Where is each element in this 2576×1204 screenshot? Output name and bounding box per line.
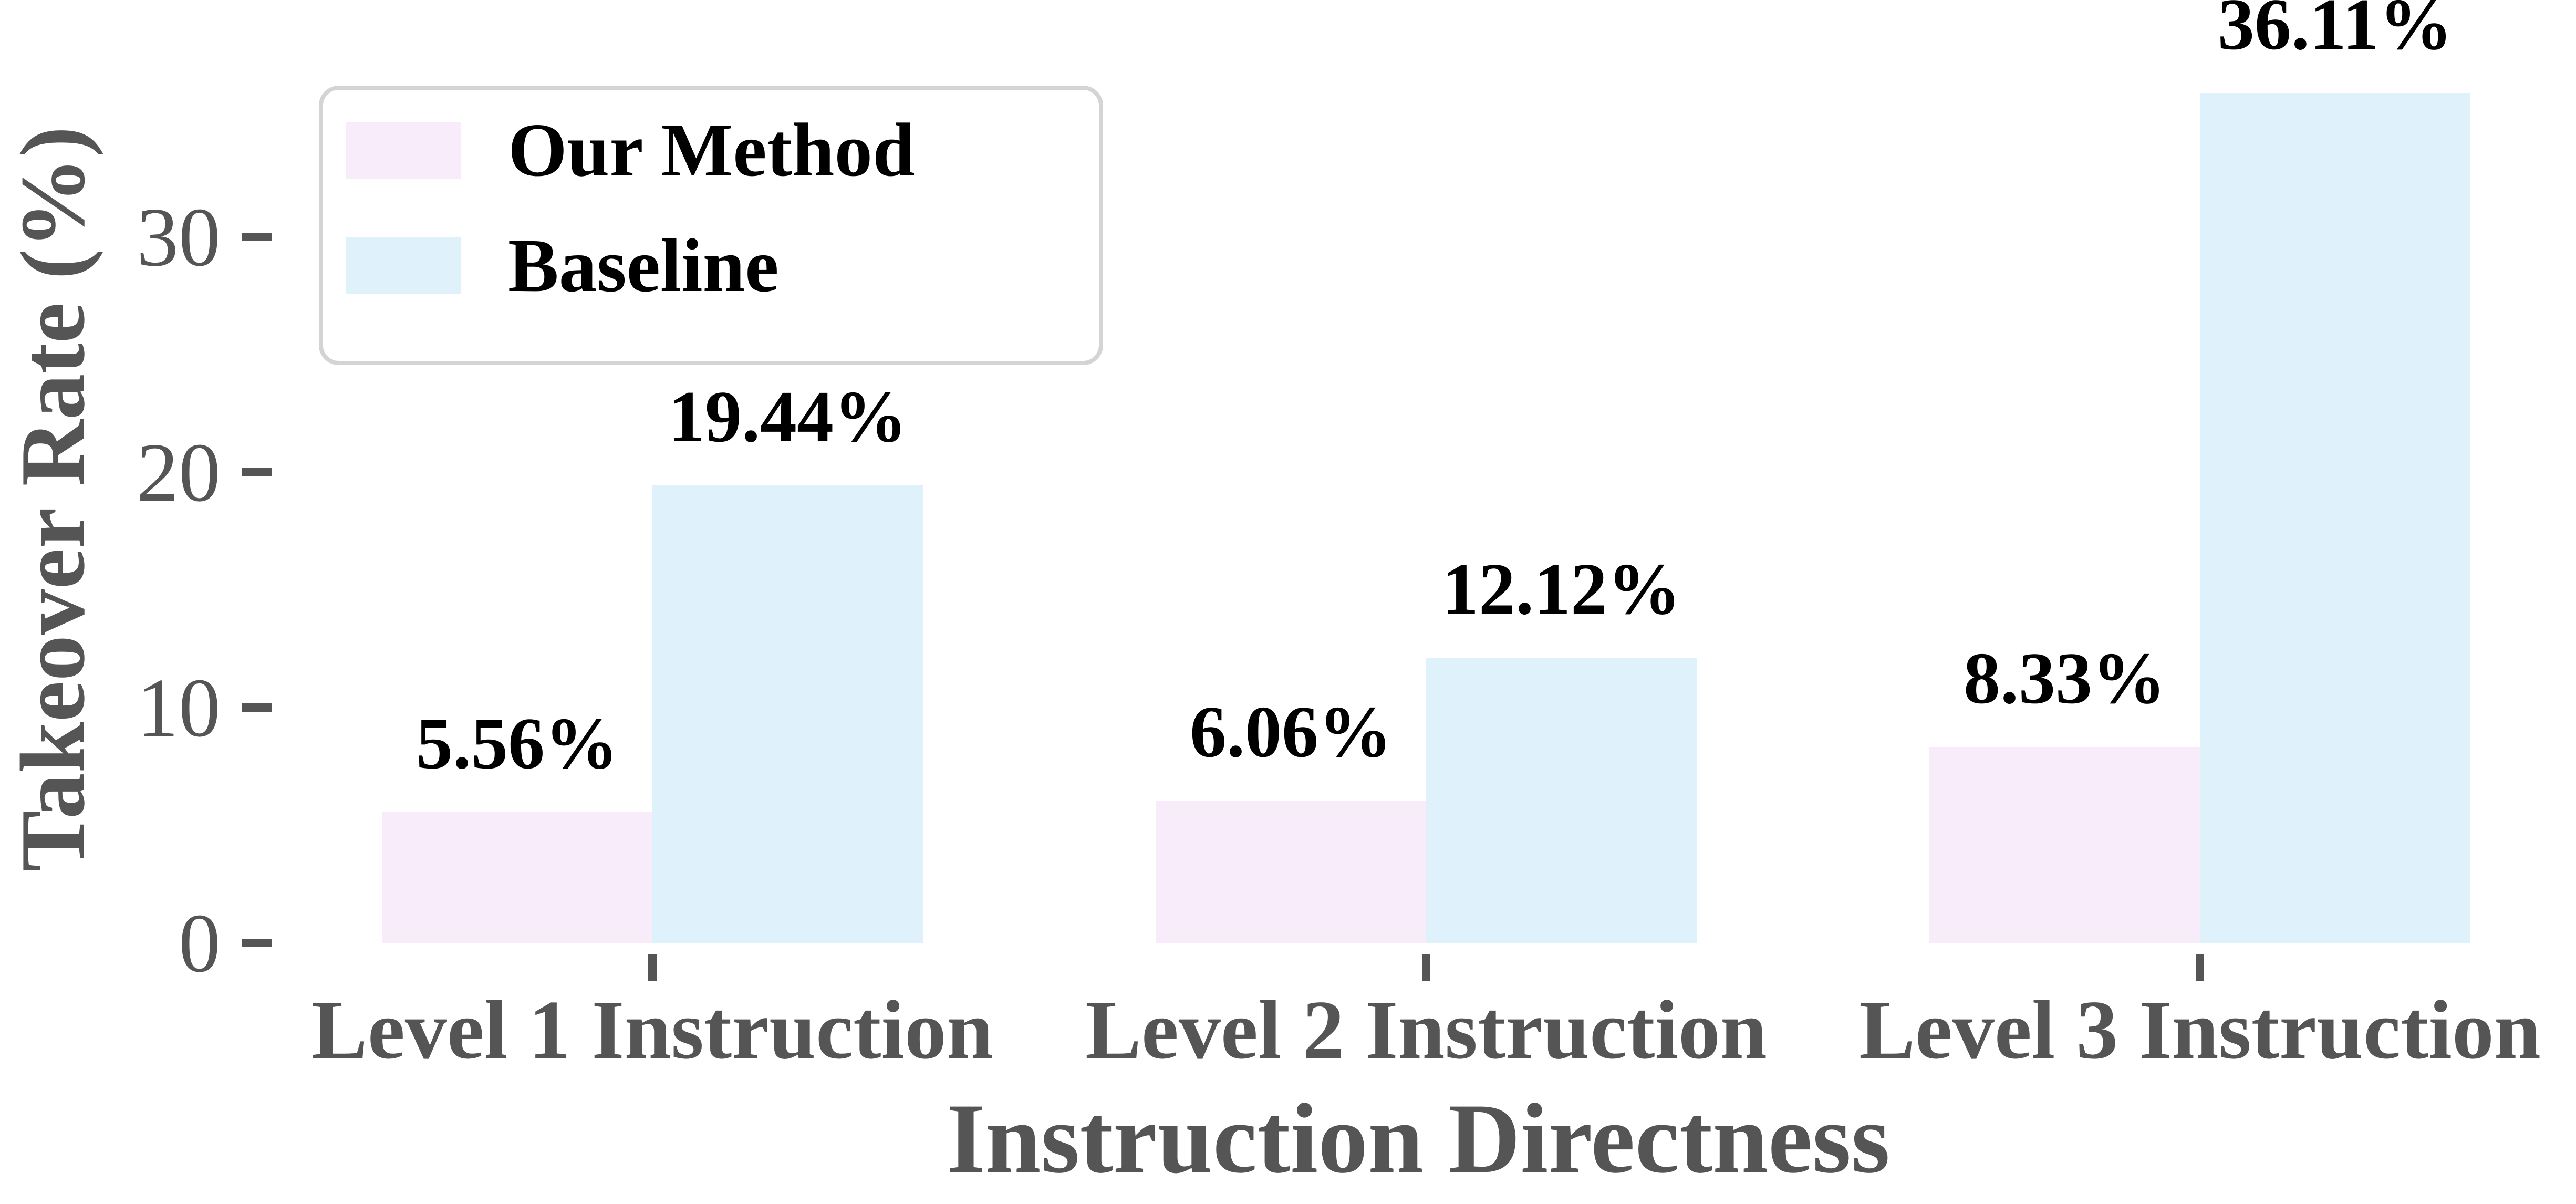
bar-value-label-our-method-level-1-instruction: 5.56% <box>416 702 618 784</box>
legend-item-baseline: Baseline <box>346 226 1099 305</box>
y-tick-label-0: 0 <box>179 896 221 990</box>
legend-swatch-our-method <box>346 122 461 179</box>
x-tick-label-level-1-instruction: Level 1 Instruction <box>311 983 993 1076</box>
bar-baseline-level-2-instruction <box>1426 658 1697 943</box>
bar-value-label-our-method-level-2-instruction: 6.06% <box>1190 691 1392 773</box>
legend-item-our-method: Our Method <box>346 111 1099 190</box>
x-axis-title: Instruction Directness <box>946 1084 1891 1194</box>
x-tick-mark-level-2-instruction <box>1422 954 1430 981</box>
y-tick-mark-10 <box>242 703 272 712</box>
bar-value-label-baseline-level-1-instruction: 19.44% <box>668 376 907 458</box>
bar-value-label-our-method-level-3-instruction: 8.33% <box>1964 637 2166 719</box>
legend: Our Method Baseline <box>319 86 1103 365</box>
bar-value-label-baseline-level-3-instruction: 36.11% <box>2217 0 2453 66</box>
y-tick-mark-20 <box>242 468 272 476</box>
legend-label-our-method: Our Method <box>508 108 915 192</box>
bar-value-label-baseline-level-2-instruction: 12.12% <box>1442 548 1681 630</box>
y-tick-mark-30 <box>242 233 272 241</box>
x-tick-label-level-3-instruction: Level 3 Instruction <box>1859 983 2541 1076</box>
x-tick-mark-level-1-instruction <box>648 954 657 981</box>
y-tick-label-20: 20 <box>137 425 221 519</box>
x-tick-mark-level-3-instruction <box>2196 954 2204 981</box>
y-tick-label-30: 30 <box>137 190 221 284</box>
y-tick-label-10: 10 <box>137 661 221 754</box>
y-tick-mark-0 <box>242 939 272 947</box>
bar-baseline-level-3-instruction <box>2200 93 2470 943</box>
bar-our-method-level-2-instruction <box>1156 800 1426 943</box>
legend-swatch-baseline <box>346 237 461 294</box>
x-tick-label-level-2-instruction: Level 2 Instruction <box>1085 983 1767 1076</box>
legend-label-baseline: Baseline <box>508 224 779 308</box>
bar-baseline-level-1-instruction <box>652 485 923 943</box>
bar-our-method-level-1-instruction <box>382 812 652 943</box>
bar-our-method-level-3-instruction <box>1929 746 2200 943</box>
